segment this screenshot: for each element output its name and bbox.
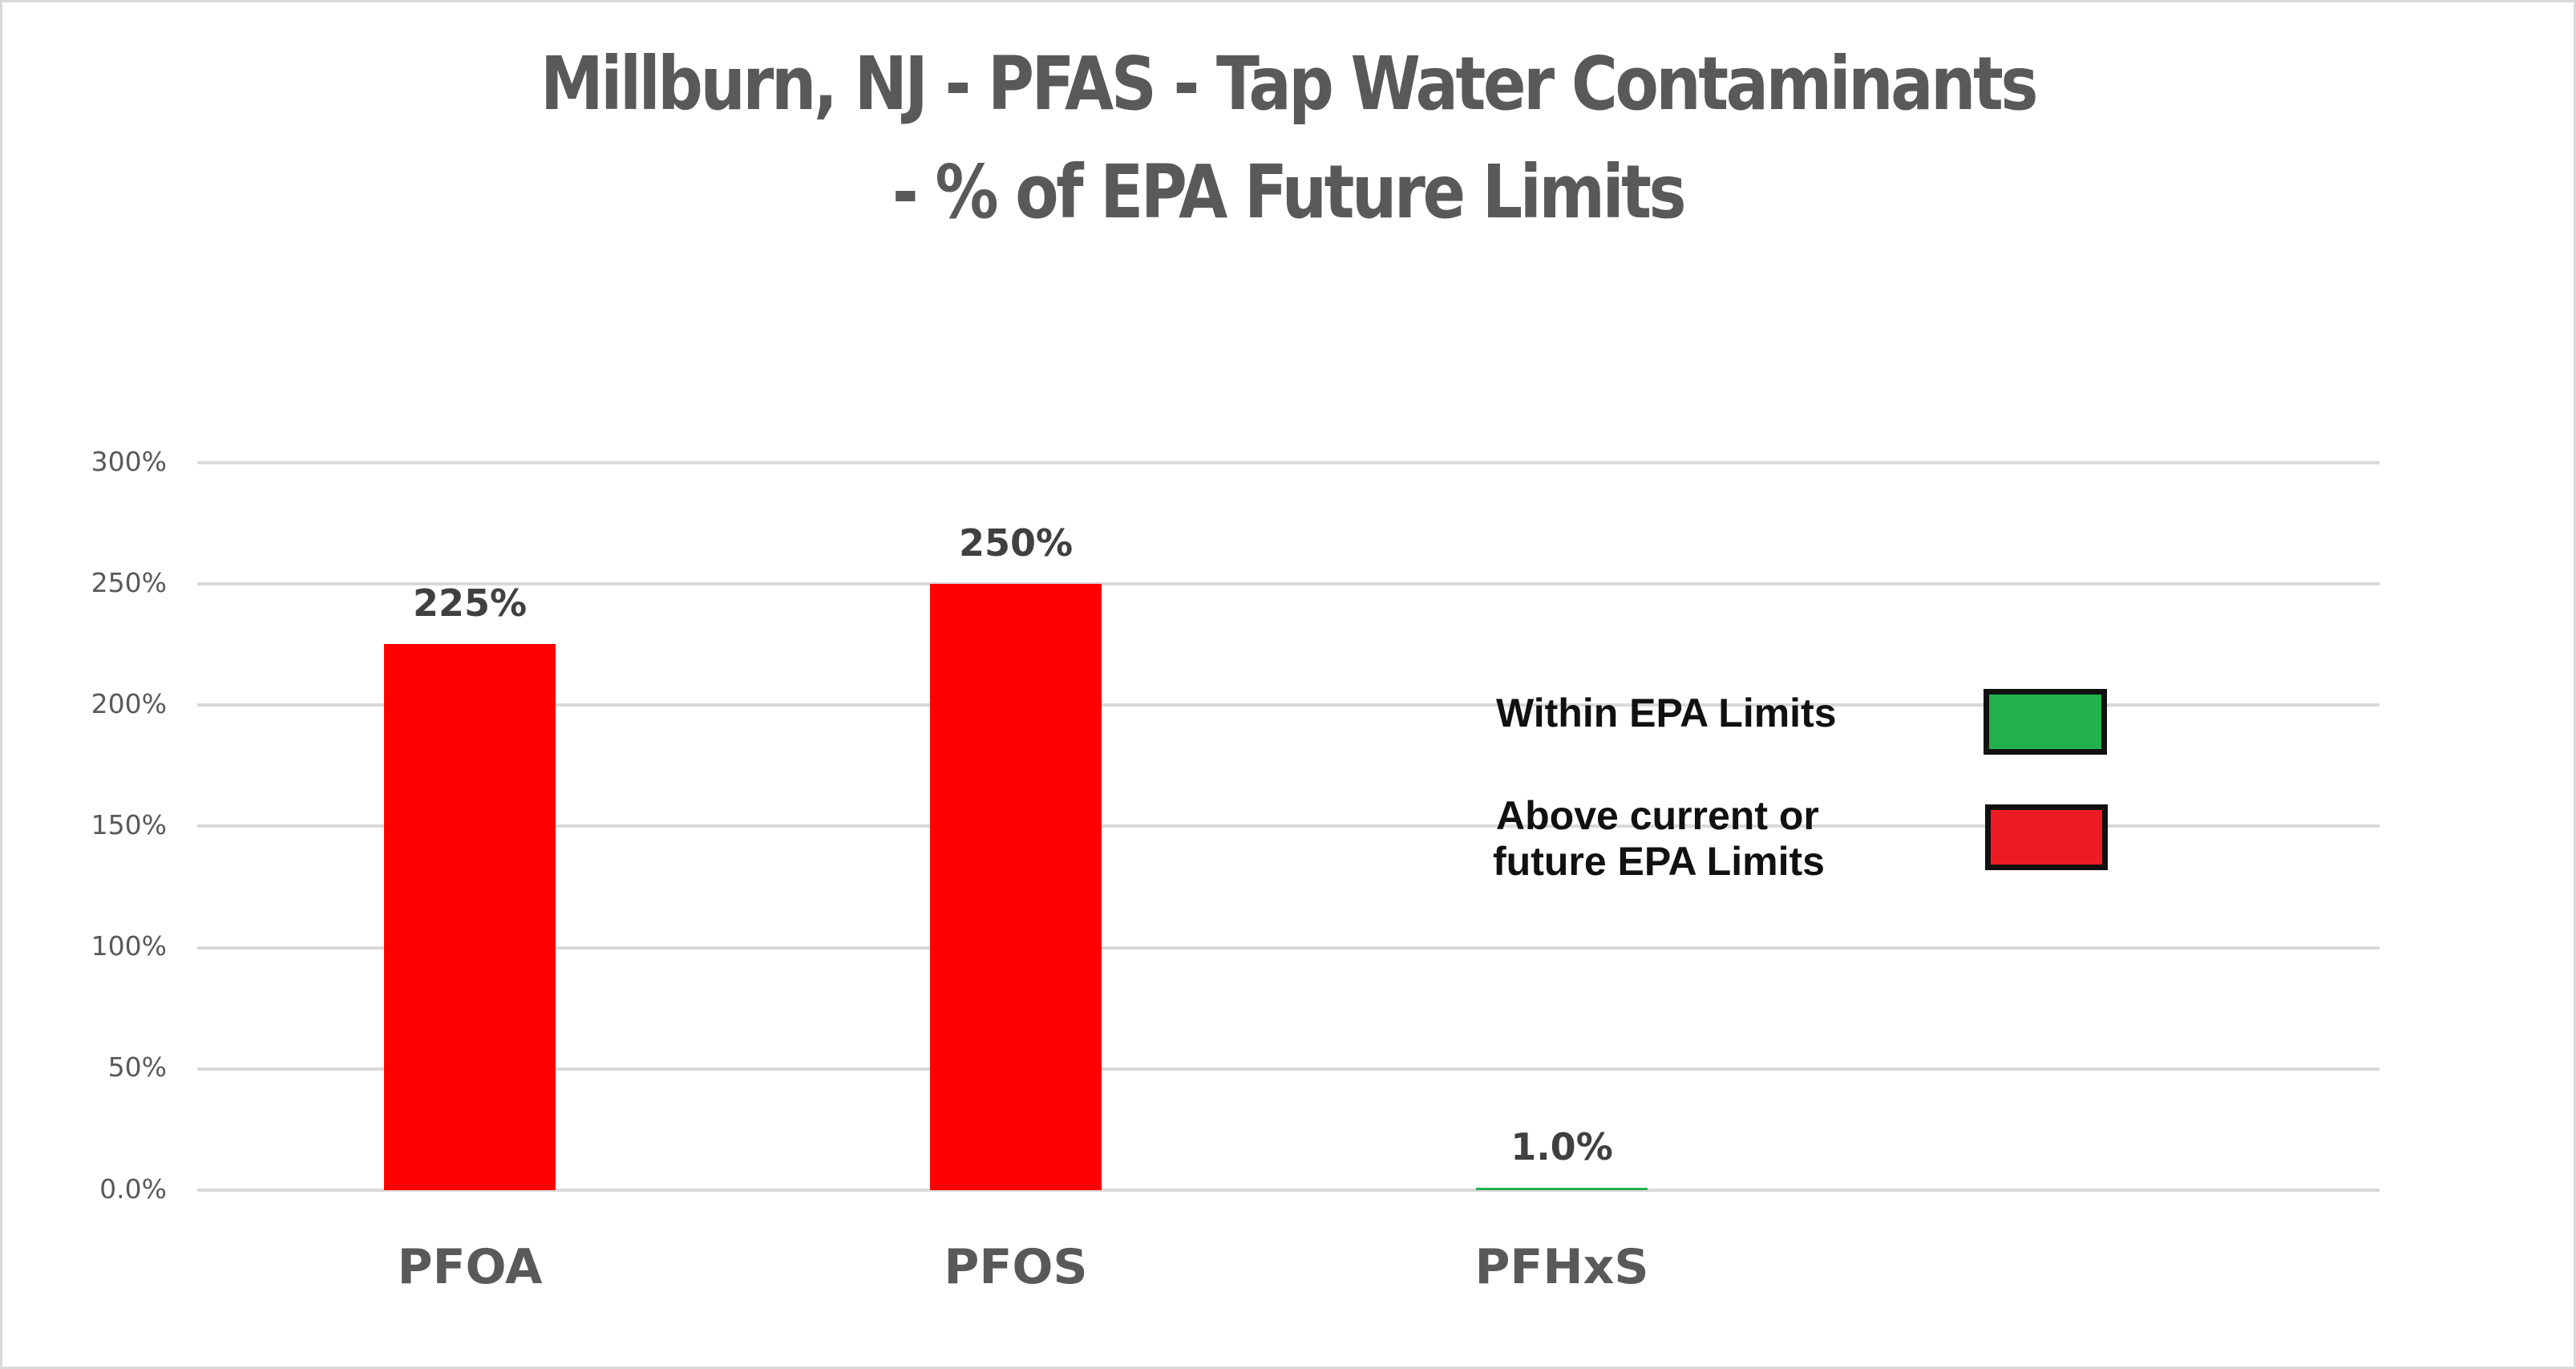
legend-label-above-line-1: Above current or	[1496, 793, 1819, 838]
y-tick-label: 150%	[91, 809, 167, 840]
bar-pfos[interactable]	[930, 584, 1102, 1190]
bar-pfoa[interactable]	[384, 644, 556, 1190]
gridline-300	[197, 461, 2380, 464]
y-tick-label: 250%	[91, 567, 167, 598]
x-category-pfhxs: PFHxS	[1474, 1239, 1649, 1295]
y-tick-label: 50%	[107, 1051, 167, 1083]
data-label-pfhxs: 1.0%	[1510, 1125, 1613, 1169]
gridline-50	[197, 1067, 2380, 1071]
gridline-250	[197, 582, 2380, 585]
legend-label-within: Within EPA Limits	[1496, 691, 1837, 735]
chart-title-line-1: Millburn, NJ - PFAS - Tap Water Contamin…	[540, 41, 2038, 127]
data-label-pfos: 250%	[958, 521, 1074, 565]
y-tick-label: 200%	[91, 688, 167, 719]
gridline-150	[197, 824, 2380, 828]
legend-swatch-red	[1985, 804, 2108, 870]
y-tick-label: 300%	[91, 446, 167, 477]
gridline-200	[197, 703, 2380, 707]
x-category-pfoa: PFOA	[397, 1239, 543, 1295]
chart-title-line-2: - % of EPA Future Limits	[892, 149, 1687, 235]
gridline-100	[197, 946, 2380, 950]
data-label-pfoa: 225%	[412, 581, 528, 625]
gridline-0	[197, 1189, 2380, 1192]
y-tick-label: 0.0%	[99, 1173, 167, 1205]
y-tick-label: 100%	[91, 930, 167, 962]
legend-swatch-green	[1984, 689, 2107, 755]
bar-pfhxs[interactable]	[1476, 1188, 1648, 1190]
legend-label-above-line-2: future EPA Limits	[1493, 839, 1825, 884]
x-category-pfos: PFOS	[944, 1239, 1088, 1295]
